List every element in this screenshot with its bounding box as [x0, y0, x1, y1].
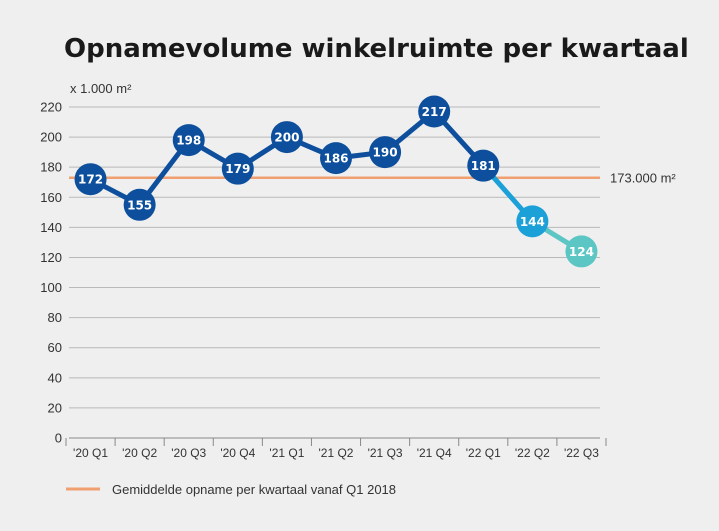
- data-point-label: 155: [127, 198, 152, 212]
- data-point-marker: [172, 124, 205, 157]
- data-point-label: 124: [569, 245, 594, 259]
- data-point-marker: [270, 121, 303, 154]
- x-tick-label: '21 Q1: [269, 446, 304, 460]
- y-tick-label: 120: [40, 250, 62, 265]
- y-tick-label: 20: [48, 400, 62, 415]
- legend: Gemiddelde opname per kwartaal vanaf Q1 …: [66, 482, 396, 497]
- data-point-marker: [565, 235, 598, 268]
- chart-title: Opnamevolume winkelruimte per kwartaal: [64, 34, 689, 64]
- x-axis-ticks: '20 Q1 '20 Q2 '20 Q3 '20 Q4 '21 Q1 '21 Q2 '21 …: [65, 438, 607, 460]
- y-tick-label: 140: [40, 220, 62, 235]
- legend-label: Gemiddelde opname per kwartaal vanaf Q1 …: [112, 482, 396, 497]
- y-tick-label: 100: [40, 280, 62, 295]
- data-point-label: 144: [520, 215, 545, 229]
- y-tick-label: 200: [40, 130, 62, 145]
- x-tick-label: '22 Q3: [564, 446, 599, 460]
- y-tick-label: 80: [48, 310, 62, 325]
- series-lines: [88, 109, 584, 254]
- data-point-marker: [221, 152, 254, 185]
- data-point-label: 200: [274, 131, 299, 145]
- x-tick-label: '20 Q2: [122, 446, 157, 460]
- y-tick-label: 60: [48, 340, 62, 355]
- data-point-marker: [74, 163, 107, 196]
- x-tick-label: '22 Q2: [515, 446, 550, 460]
- x-tick-label: '20 Q3: [171, 446, 206, 460]
- y-tick-label: 220: [40, 100, 62, 115]
- data-point-marker: [369, 136, 402, 169]
- data-point-marker: [123, 188, 156, 221]
- data-point-label: 217: [422, 105, 447, 119]
- data-point-label: 186: [323, 152, 348, 166]
- data-point-marker: [516, 205, 549, 238]
- y-tick-label: 0: [55, 431, 62, 446]
- gridlines: 0 20 40 60 80 100 120 140 160 180 200 220: [40, 100, 600, 446]
- x-tick-label: '20 Q1: [73, 446, 108, 460]
- y-tick-label: 40: [48, 370, 62, 385]
- y-axis-unit-label: x 1.000 m²: [70, 81, 132, 96]
- data-points: 172 155 198 179 200 186 190 217 181 144 124: [74, 95, 598, 268]
- x-tick-label: '21 Q3: [368, 446, 403, 460]
- data-point-marker: [467, 149, 500, 182]
- data-point-label: 181: [471, 159, 496, 173]
- data-point-label: 179: [225, 162, 250, 176]
- x-tick-label: '22 Q1: [466, 446, 501, 460]
- x-tick-label: '21 Q4: [417, 446, 452, 460]
- y-tick-label: 160: [40, 190, 62, 205]
- x-tick-label: '21 Q2: [319, 446, 354, 460]
- data-point-label: 198: [176, 134, 201, 148]
- data-point-label: 172: [78, 173, 103, 187]
- average-reference-label: 173.000 m²: [610, 171, 676, 186]
- x-tick-label: '20 Q4: [220, 446, 255, 460]
- data-point-label: 190: [373, 146, 398, 160]
- y-tick-label: 180: [40, 160, 62, 175]
- data-point-marker: [320, 142, 352, 175]
- data-point-marker: [418, 95, 451, 128]
